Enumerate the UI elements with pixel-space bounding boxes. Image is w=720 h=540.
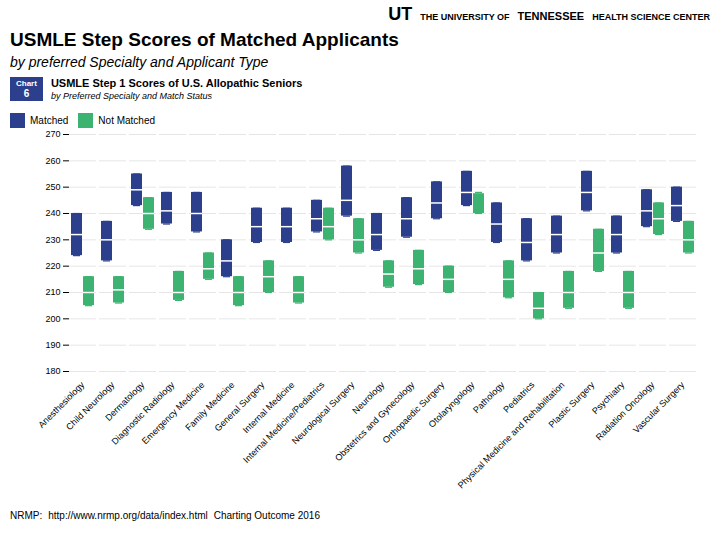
html-text:THE UNIVERSITY OF: THE UNIVERSITY OF bbox=[420, 12, 510, 22]
svg-text:210: 210 bbox=[45, 287, 60, 297]
svg-text:260: 260 bbox=[45, 156, 60, 166]
svg-text:200: 200 bbox=[45, 314, 60, 324]
svg-text:Otolaryngology: Otolaryngology bbox=[427, 379, 477, 429]
svg-text:230: 230 bbox=[45, 235, 60, 245]
svg-text:Pediatrics: Pediatrics bbox=[501, 379, 537, 415]
html-text:NRMP:: NRMP: bbox=[10, 509, 43, 521]
svg-text:180: 180 bbox=[45, 366, 60, 376]
html-text:UT: UT bbox=[388, 4, 413, 24]
svg-text:Internal Medicine/Pediatrics: Internal Medicine/Pediatrics bbox=[241, 379, 327, 465]
svg-text:Diagnostic Radiology: Diagnostic Radiology bbox=[109, 379, 177, 447]
svg-text:Radiation Oncology: Radiation Oncology bbox=[593, 379, 657, 443]
html-text:HEALTH SCIENCE CENTER: HEALTH SCIENCE CENTER bbox=[592, 12, 710, 22]
svg-text:Psychiatry: Psychiatry bbox=[590, 379, 627, 417]
svg-text:Emergency Medicine: Emergency Medicine bbox=[139, 379, 207, 447]
svg-text:Family Medicine: Family Medicine bbox=[183, 380, 236, 433]
svg-text:Pathology: Pathology bbox=[471, 379, 507, 415]
html-text:Not Matched: Not Matched bbox=[98, 115, 156, 126]
svg-text:Plastic Surgery: Plastic Surgery bbox=[547, 379, 597, 429]
html-text:Chart: Chart bbox=[16, 79, 37, 88]
svg-text:Physical Medicine and Rehabili: Physical Medicine and Rehabilitation bbox=[456, 380, 567, 491]
svg-text:270: 270 bbox=[45, 129, 60, 139]
html-text:by Preferred Specialty and Mat: by Preferred Specialty and Match Status bbox=[50, 91, 212, 101]
html-text:TENNESSEE: TENNESSEE bbox=[517, 10, 585, 22]
svg-text:Neurology: Neurology bbox=[350, 379, 387, 416]
svg-text:Dermatology: Dermatology bbox=[103, 379, 147, 423]
svg-text:190: 190 bbox=[45, 340, 60, 350]
svg-text:220: 220 bbox=[45, 261, 60, 271]
svg-text:Vascular Surgery: Vascular Surgery bbox=[631, 379, 687, 435]
svg-text:240: 240 bbox=[45, 208, 60, 218]
svg-text:250: 250 bbox=[45, 182, 60, 192]
html-text:http://www.nrmp.org/data/index: http://www.nrmp.org/data/index.html bbox=[48, 509, 208, 521]
svg-text:General Surgery: General Surgery bbox=[213, 379, 267, 433]
html-text:USMLE Step 1 Scores of U.S. Al: USMLE Step 1 Scores of U.S. Allopathic S… bbox=[50, 77, 303, 89]
svg-text:Anesthesiology: Anesthesiology bbox=[36, 379, 87, 430]
svg-text:Child Neurology: Child Neurology bbox=[64, 379, 117, 432]
html-text:Charting Outcome 2016: Charting Outcome 2016 bbox=[213, 509, 320, 521]
svg-text:Orthopaedic Surgery: Orthopaedic Surgery bbox=[380, 379, 447, 446]
svg-text:Neurological Surgery: Neurological Surgery bbox=[290, 379, 357, 446]
svg-text:Obstetrics and Gynecology: Obstetrics and Gynecology bbox=[333, 379, 417, 464]
html-text:6: 6 bbox=[23, 88, 30, 99]
html-text:by preferred Specialty and App: by preferred Specialty and Applicant Typ… bbox=[10, 54, 269, 70]
html-text:Matched: Matched bbox=[30, 115, 69, 126]
html-text:USMLE Step Scores of Matched A: USMLE Step Scores of Matched Applicants bbox=[10, 29, 399, 50]
svg-text:Internal Medicine: Internal Medicine bbox=[241, 380, 297, 436]
